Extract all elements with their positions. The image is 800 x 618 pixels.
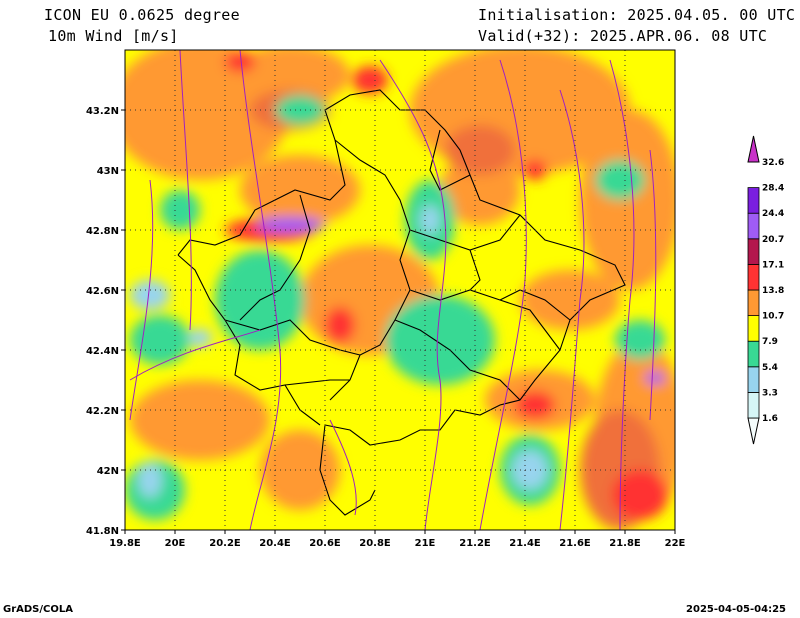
x-tick-label: 20.2E [209, 538, 241, 549]
colorbar-upper-arrow [747, 135, 760, 163]
x-tick-label: 20.8E [359, 538, 391, 549]
footer-timestamp: 2025-04-05-04:25 [686, 604, 786, 615]
colorbar-segment [747, 263, 760, 291]
colorbar-label: 10.7 [762, 312, 784, 322]
y-tick-label: 43.2N [86, 106, 119, 117]
colorbar-label: 17.1 [762, 260, 784, 270]
colorbar-segment [747, 366, 760, 393]
model-title: ICON EU 0.0625 degree [44, 6, 240, 24]
x-tick-label: 20.6E [309, 538, 341, 549]
x-tick-label: 21.2E [459, 538, 491, 549]
colorbar-label: 3.3 [762, 388, 778, 398]
wind-speed-field [125, 50, 675, 530]
colorbar: 1.6 3.3 5.4 7.9 10.7 13.8 17.1 20.7 24.4 28.4 32.6 [747, 135, 784, 445]
y-tick-label: 42.8N [86, 226, 119, 237]
x-axis: 19.8E 20E 20.2E 20.4E 20.6E 20.8E 21E 21.2E 21.4… [109, 530, 686, 549]
y-tick-label: 41.8N [86, 526, 119, 537]
x-tick-label: 21E [415, 538, 436, 549]
x-tick-label: 20E [165, 538, 186, 549]
colorbar-segment [747, 391, 760, 419]
colorbar-label: 1.6 [762, 414, 778, 424]
x-tick-label: 21.6E [559, 538, 591, 549]
colorbar-segment [747, 187, 760, 214]
colorbar-label: 24.4 [762, 209, 784, 219]
x-tick-label: 21.4E [509, 538, 541, 549]
y-tick-label: 43N [97, 166, 119, 177]
x-tick-label: 21.8E [609, 538, 641, 549]
graticule [125, 50, 675, 530]
colorbar-lower-arrow [747, 417, 760, 445]
colorbar-label: 32.6 [762, 158, 784, 168]
y-tick-label: 42.2N [86, 406, 119, 417]
colorbar-segment [747, 238, 760, 265]
colorbar-segment [747, 315, 760, 342]
x-tick-label: 22E [665, 538, 686, 549]
footer-software: GrADS/COLA [3, 604, 73, 615]
colorbar-label: 7.9 [762, 337, 778, 347]
colorbar-segment [747, 340, 760, 368]
colorbar-segment [747, 212, 760, 240]
colorbar-label: 28.4 [762, 184, 784, 194]
colorbar-segment [747, 289, 760, 317]
valid-time: Valid(+32): 2025.APR.06. 08 UTC [478, 27, 768, 45]
variable-title: 10m Wind [m/s] [48, 27, 179, 45]
colorbar-label: 13.8 [762, 286, 784, 296]
x-tick-label: 20.4E [259, 538, 291, 549]
y-tick-label: 42.4N [86, 346, 119, 357]
x-tick-label: 19.8E [109, 538, 141, 549]
y-tick-label: 42.6N [86, 286, 119, 297]
colorbar-label: 5.4 [762, 363, 778, 373]
y-axis: 43.2N 43N 42.8N 42.6N 42.4N 42.2N 42N 41.8N [86, 106, 125, 537]
country-borders [177, 89, 626, 516]
colorbar-label: 20.7 [762, 235, 784, 245]
initialisation-time: Initialisation: 2025.04.05. 00 UTC [478, 6, 796, 24]
y-tick-label: 42N [97, 466, 119, 477]
